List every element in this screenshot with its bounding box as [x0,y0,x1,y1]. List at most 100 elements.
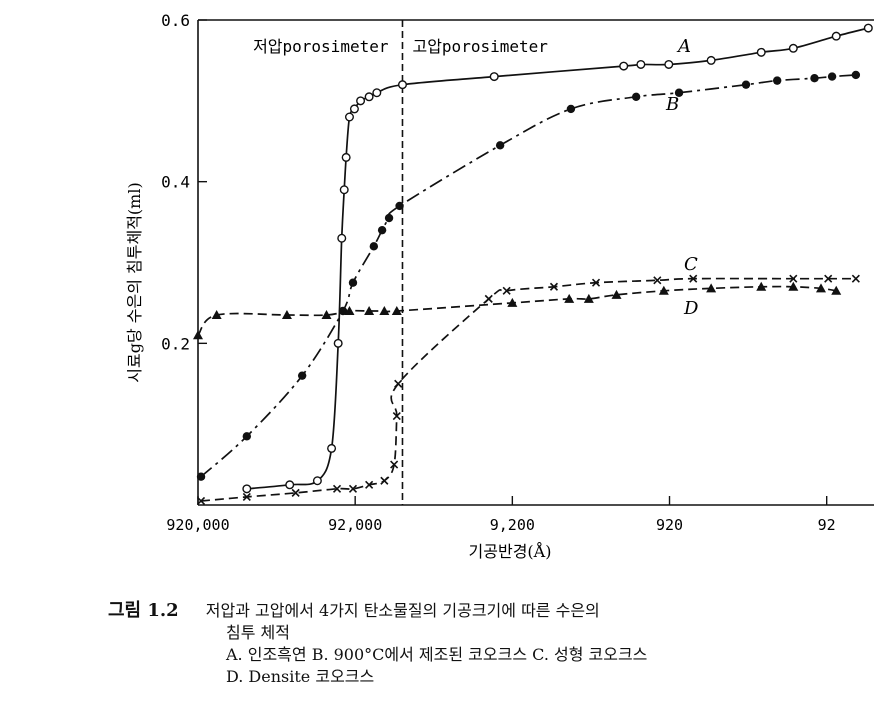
y-tick-label: 0.2 [161,334,190,353]
series-B [196,70,861,481]
data-point [365,480,374,489]
data-point [566,104,576,114]
data-point [583,293,594,303]
x-tick-label: 92 [818,516,836,534]
data-point [674,88,684,97]
data-point [495,141,505,150]
data-point [395,201,404,211]
data-point [339,185,349,195]
data-point [196,472,206,481]
series-label-C: C [684,254,698,275]
data-point [788,281,799,291]
data-point [327,443,337,453]
series-label-B: B [665,94,679,115]
series-D [193,281,842,340]
data-point [392,412,401,421]
data-point [377,225,387,235]
series-C [196,274,860,506]
porosimetry-chart: 920,000 92,000 9,200 920 92 0.2 0.4 0.6 저압porosi… [125,11,874,561]
data-point [285,480,295,490]
data-point [211,310,222,320]
data-point [356,96,366,106]
data-point [242,484,252,494]
figure-label: 그림 1.2 [108,600,179,621]
data-point [242,492,251,501]
region-label-high-pressure: 고압porosimeter [412,37,548,56]
data-point [756,47,766,57]
data-point [706,283,717,293]
data-point [810,74,819,83]
data-point [664,59,674,69]
caption-legend-1: A. 인조흑연 B. 900°C에서 제조된 코오크스 C. 성형 코오크스 [226,645,648,664]
data-point [242,432,252,441]
y-tick-label: 0.4 [161,173,190,192]
data-point [193,330,203,340]
data-point [384,213,394,223]
data-point [397,80,407,90]
data-point [337,233,347,243]
data-point [549,282,559,291]
data-point [372,88,382,98]
series-label-A: A [676,36,691,57]
data-point [706,55,716,65]
data-point [333,338,343,348]
data-point [369,242,379,251]
data-point [489,72,499,82]
data-point [591,278,601,287]
data-point [611,289,622,299]
data-point [312,476,322,486]
data-point [653,276,662,285]
data-point [341,152,351,162]
data-point [831,285,842,295]
data-point [851,70,861,80]
data-point [636,59,646,69]
data-point [281,310,292,320]
data-point [344,306,355,315]
data-point [831,31,841,41]
caption-title-1: 저압과 고압에서 4가지 탄소물질의 기공크기에 따른 수은의 [205,601,600,620]
y-axis-label: 시료g당 수은의 침투체적(ml) [125,182,144,382]
data-point [321,310,332,320]
series-line-A [246,27,869,490]
data-point [851,274,860,283]
data-point [394,379,403,388]
series-line-D [197,285,837,336]
data-point [196,496,206,506]
data-point [332,484,342,493]
data-point [484,294,493,303]
data-point [741,80,751,89]
data-point [756,281,767,291]
data-point [789,274,798,283]
data-point [631,92,641,101]
data-point [863,23,873,33]
data-point [380,476,389,485]
series-line-C [200,277,856,502]
data-point [502,286,511,295]
x-tick-label: 92,000 [328,516,382,534]
data-point [815,283,826,293]
data-point [788,43,798,53]
x-tick-label: 920,000 [166,516,229,534]
data-point [297,371,307,380]
y-tick-label: 0.6 [161,11,190,30]
data-point [689,274,698,283]
caption-legend-2: D. Densite 코오크스 [226,667,375,686]
data-point [364,92,374,102]
data-point [349,104,359,114]
data-point [564,293,575,303]
data-point [824,274,833,283]
data-point [772,76,782,85]
series-label-D: D [683,298,699,319]
figure-caption: 그림 1.2 저압과 고압에서 4가지 탄소물질의 기공크기에 따른 수은의 침… [108,600,868,688]
data-point [344,112,354,122]
data-point [364,306,375,315]
data-point [390,460,399,469]
series-A [242,23,873,494]
x-tick-label: 9,200 [490,516,535,534]
data-point [379,306,390,315]
data-point [348,484,358,493]
caption-title-2: 침투 체적 [226,623,290,642]
series-line-B [200,74,856,478]
x-axis-label: 기공반경(Å) [469,541,552,561]
data-point [338,306,348,316]
